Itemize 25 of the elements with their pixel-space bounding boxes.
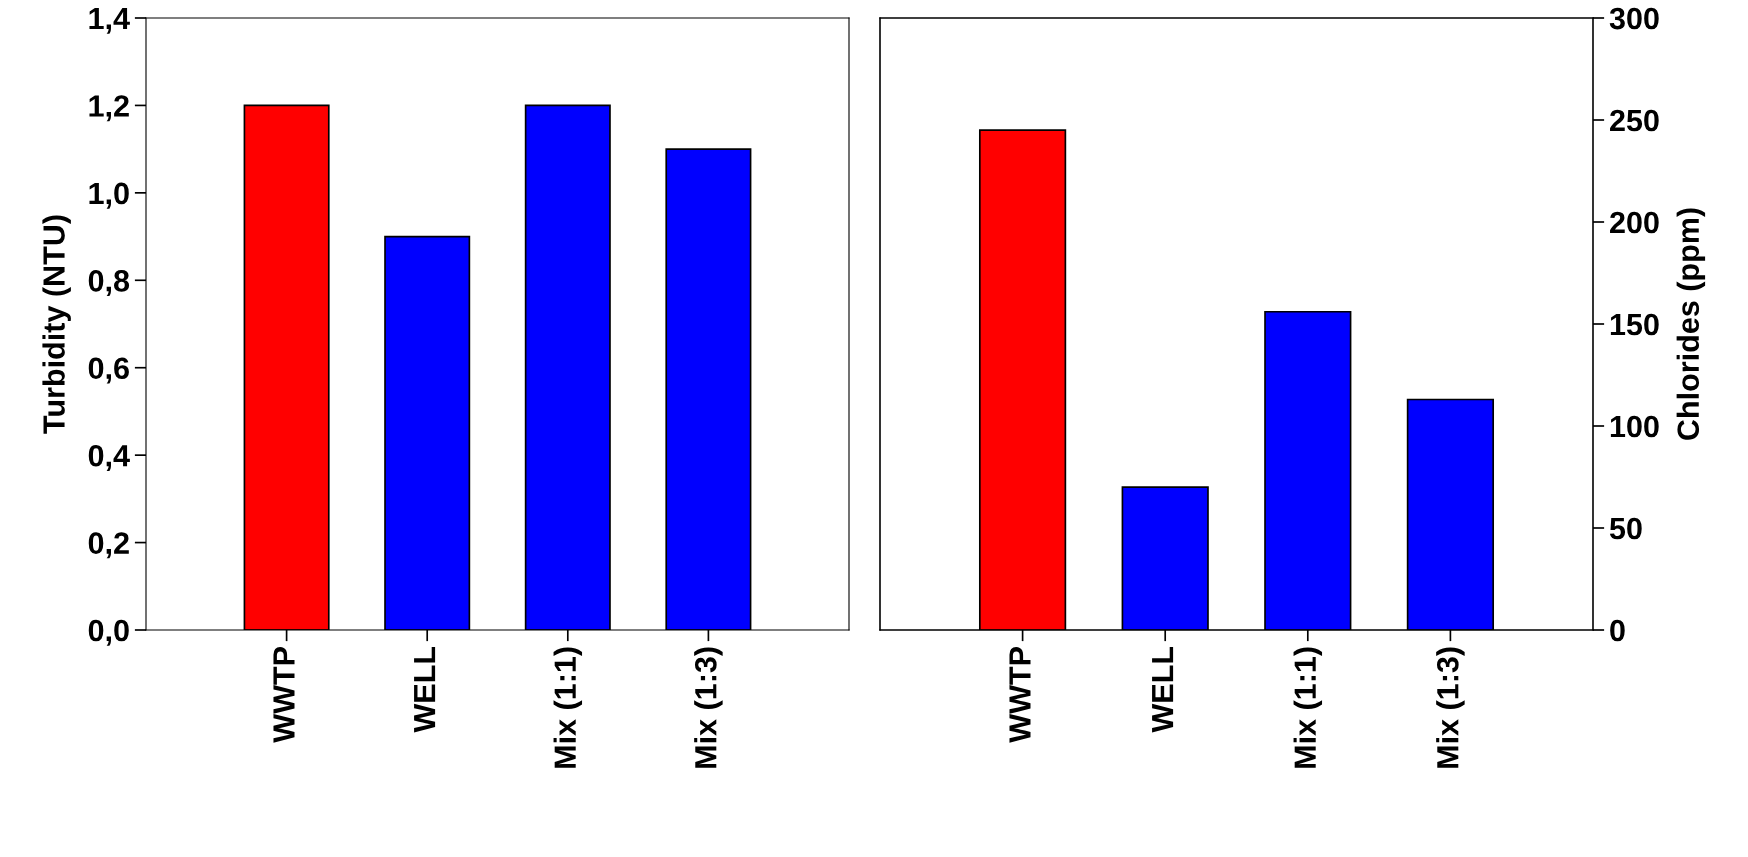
y-tick-label: 1,0 [89, 182, 129, 209]
y2-tick-label: 100 [1610, 415, 1659, 438]
x-tick-label: WWTP [1009, 647, 1031, 743]
y-tick-label: 0,2 [88, 532, 129, 559]
y-axis-title: Turbidity (NTU) [42, 215, 71, 434]
x-tick-label: Mix (1:3) [694, 647, 723, 768]
y2-tick-label: 150 [1610, 313, 1659, 336]
y2-tick-label: 200 [1610, 211, 1659, 234]
y2-axis-title: Chlorides (ppm) [1676, 208, 1706, 440]
x-tick-label: Mix (1:1) [1293, 647, 1323, 768]
x-tick-label: WWTP [273, 647, 295, 743]
y2-tick-label: 250 [1610, 109, 1659, 132]
y-tick-label: 0,0 [88, 619, 129, 646]
y-tick-label: 1,2 [89, 95, 129, 122]
y-tick-label: 0,8 [88, 270, 130, 297]
y-tick-label: 0,6 [88, 357, 129, 384]
x-tick-label: WELL [1152, 646, 1174, 733]
y2-tick-label: 300 [1609, 7, 1659, 30]
y-tick-label: 1,4 [89, 8, 130, 34]
x-tick-label: Mix (1:1) [553, 647, 583, 768]
x-tick-label: Mix (1:3) [1436, 647, 1465, 768]
y2-tick-label: 0 [1610, 619, 1625, 642]
x-tick-label: WELL [414, 646, 436, 733]
y2-tick-label: 50 [1609, 517, 1642, 540]
y-tick-label: 0,4 [88, 444, 130, 471]
